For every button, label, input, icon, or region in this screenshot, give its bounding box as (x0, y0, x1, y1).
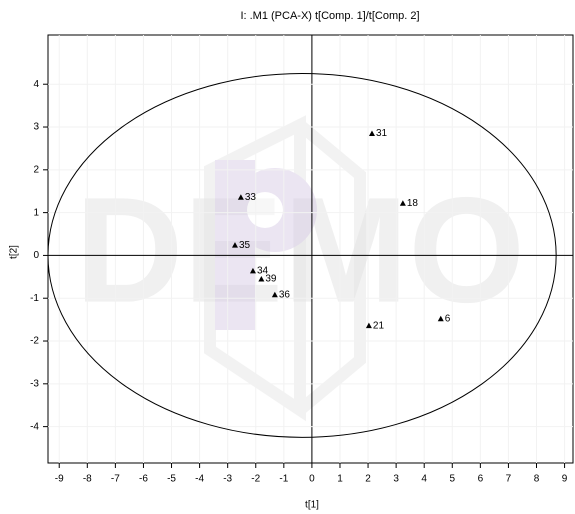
x-tick-label: 4 (421, 474, 427, 485)
x-tick-label: -4 (195, 474, 204, 485)
confidence-ellipse (47, 73, 557, 438)
y-tick-label: -3 (30, 378, 39, 389)
x-tick-label: 5 (449, 474, 455, 485)
y-tick-label: 0 (33, 250, 39, 261)
point (365, 322, 372, 329)
point-label: 18 (407, 198, 419, 209)
x-tick-label: -6 (139, 474, 148, 485)
point (368, 130, 375, 136)
y-tick-label: -1 (30, 293, 39, 304)
x-tick-label: 0 (309, 474, 315, 485)
chart-title: I: .M1 (PCA-X) t[Comp. 1]/t[Comp. 2] (240, 10, 419, 22)
point (231, 242, 238, 248)
point-label: 6 (445, 313, 451, 324)
point-label: 35 (239, 240, 251, 251)
point (271, 291, 278, 298)
x-tick-label: -7 (111, 474, 120, 485)
y-tick-label: -2 (30, 336, 39, 347)
point-label: 36 (279, 289, 291, 300)
point (249, 267, 256, 274)
y-tick-label: -4 (30, 421, 39, 432)
point-label: 31 (376, 128, 388, 139)
x-tick-label: 2 (365, 474, 371, 485)
point (258, 275, 265, 282)
point-label: 34 (257, 265, 269, 276)
x-tick-label: -9 (55, 474, 64, 485)
x-tick-label: 9 (562, 474, 568, 485)
x-tick-label: -5 (167, 474, 176, 485)
y-tick-label: 3 (33, 122, 39, 133)
x-tick-label: 1 (337, 474, 343, 485)
x-tick-label: -2 (251, 474, 260, 485)
y-tick-label: 2 (33, 164, 39, 175)
x-tick-label: -3 (223, 474, 232, 485)
point (237, 194, 244, 200)
point-label: 21 (373, 320, 385, 331)
x-axis-label: t[1] (305, 500, 319, 511)
x-tick-label: -8 (83, 474, 92, 485)
x-tick-label: 6 (478, 474, 484, 485)
y-tick-label: 1 (33, 207, 39, 218)
x-tick-label: 7 (506, 474, 512, 485)
x-tick-label: -1 (279, 474, 288, 485)
y-tick-label: 4 (33, 79, 39, 90)
x-tick-label: 8 (534, 474, 540, 485)
y-axis-label: t[2] (9, 245, 20, 259)
point-label: 39 (265, 274, 277, 285)
point-label: 33 (245, 192, 257, 203)
x-tick-label: 3 (393, 474, 399, 485)
point (437, 315, 444, 322)
point (399, 200, 406, 206)
